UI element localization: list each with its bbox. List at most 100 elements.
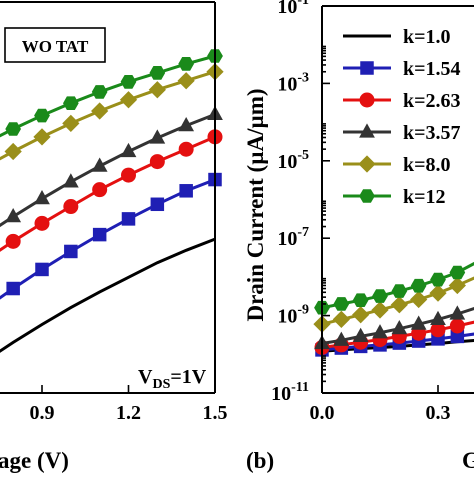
left-point-k-1-54 <box>35 262 49 277</box>
right-x-tick-label: 0.0 <box>310 402 335 424</box>
right-line-k-1-54 <box>321 332 474 352</box>
left-point-k-8-0 <box>4 142 22 161</box>
left-line-k-3-57 <box>0 113 216 228</box>
right-y-axis-label: Drain Current (µA/µm) <box>243 88 268 321</box>
left-point-k-2-63 <box>149 154 165 170</box>
right-point-k-8-0 <box>332 310 350 328</box>
vds-annotation: VDS=1V <box>138 366 207 392</box>
left-line-k-8-0 <box>0 70 216 161</box>
legend: k=1.0 k=1.54 k=2.63 k=3.57 k=8.0 k=12 <box>343 26 461 208</box>
left-point-k-1-54 <box>92 227 107 242</box>
right-point-k-12 <box>372 289 388 303</box>
left-x-tick-label: 0.9 <box>30 402 55 424</box>
right-y-tick-label: 10-3 <box>277 70 309 95</box>
left-point-k-8-0 <box>62 114 80 133</box>
wo-tat-box <box>4 27 106 63</box>
right-line-k-8-0 <box>321 276 474 326</box>
right-point-k-3-57 <box>410 315 427 330</box>
left-x-tick-label: 1.5 <box>203 402 228 424</box>
right-point-k-8-0 <box>352 306 370 324</box>
legend-label-k-1-0: k=1.0 <box>403 26 451 48</box>
left-point-k-8-0 <box>119 91 138 109</box>
right-point-k-2-63 <box>449 318 465 334</box>
left-point-k-3-57 <box>91 157 108 172</box>
right-point-k-12 <box>449 265 466 280</box>
left-point-k-12 <box>120 75 137 89</box>
left-x-tick-label: 1.2 <box>116 402 141 424</box>
left-series-group <box>0 49 224 353</box>
right-point-k-3-57 <box>391 320 408 335</box>
right-point-k-3-57 <box>372 324 388 339</box>
right-line-k-3-57 <box>321 306 474 345</box>
left-point-k-3-57 <box>34 190 50 205</box>
right-point-k-12 <box>333 297 350 311</box>
left-point-k-12 <box>5 122 21 136</box>
right-x-axis-label-fragment: G <box>462 448 474 473</box>
left-point-k-12 <box>34 108 50 123</box>
left-point-k-3-57 <box>178 117 195 132</box>
left-point-k-12 <box>149 66 166 80</box>
left-point-k-2-63 <box>34 215 50 231</box>
right-point-k-8-0 <box>429 284 447 302</box>
left-line-k-12 <box>0 54 216 138</box>
vds-tail: =1V <box>170 366 206 388</box>
vds-main: V <box>138 366 153 388</box>
panel-b-tag: (b) <box>246 448 274 473</box>
right-point-k-12 <box>391 284 408 298</box>
legend-marker-k-3-57 <box>359 123 375 138</box>
right-point-k-12 <box>352 293 369 307</box>
right-y-tick-label: 10-7 <box>277 225 309 250</box>
legend-marker-k-1-54 <box>360 61 374 75</box>
right-point-k-8-0 <box>390 296 408 314</box>
left-point-k-8-0 <box>33 128 51 146</box>
left-point-k-1-54 <box>150 197 165 212</box>
right-point-k-3-57 <box>333 331 350 346</box>
right-point-k-3-57 <box>449 305 466 320</box>
right-point-k-2-63 <box>430 322 446 338</box>
left-point-k-3-57 <box>149 129 166 144</box>
right-x-tick-label: 0.3 <box>426 402 451 424</box>
left-point-k-12 <box>91 85 108 99</box>
right-point-k-12 <box>410 278 427 293</box>
legend-marker-k-2-63 <box>359 92 375 108</box>
left-point-k-2-63 <box>5 233 21 249</box>
left-point-k-8-0 <box>148 81 166 99</box>
legend-label-k-3-57: k=3.57 <box>403 122 461 144</box>
left-point-k-2-63 <box>63 199 79 215</box>
vds-subscript: DS <box>152 377 170 392</box>
left-point-k-1-54 <box>121 212 136 226</box>
right-y-tick-label: 10-11 <box>271 380 309 405</box>
legend-marker-k-8-0 <box>358 155 376 173</box>
left-point-k-8-0 <box>177 72 195 90</box>
left-point-k-1-54 <box>64 244 78 259</box>
wo-tat-label: WO TAT <box>22 37 89 56</box>
legend-label-k-1-54: k=1.54 <box>403 58 461 80</box>
legend-label-k-12: k=12 <box>403 186 446 208</box>
left-point-k-2-63 <box>121 167 136 183</box>
left-point-k-2-63 <box>178 141 194 157</box>
right-series-group <box>313 261 474 357</box>
left-panel: 0.9 1.2 1.5 WO TAT VDS=1V age (V) <box>0 1 228 473</box>
right-line-k-1-0 <box>321 339 474 353</box>
right-y-tick-label: 10-5 <box>277 148 309 173</box>
right-point-k-3-57 <box>430 310 446 325</box>
left-point-k-3-57 <box>120 142 137 158</box>
left-point-k-3-57 <box>5 208 22 223</box>
left-x-ticks: 0.9 1.2 1.5 <box>30 385 228 424</box>
left-line-k-1-0 <box>0 237 216 353</box>
right-y-tick-label: 10-1 <box>277 0 309 18</box>
right-point-k-8-0 <box>371 301 389 319</box>
right-point-k-12 <box>430 272 446 287</box>
right-y-tick-label: 10-9 <box>277 303 309 328</box>
legend-label-k-8-0: k=8.0 <box>403 154 451 176</box>
right-y-ticks: 10-11 10-9 10-7 10-5 10-3 10-1 <box>271 0 330 405</box>
left-point-k-2-63 <box>92 182 108 198</box>
left-point-k-12 <box>178 57 194 71</box>
left-x-axis-label: age (V) <box>0 448 69 473</box>
legend-marker-k-12 <box>359 189 375 203</box>
right-panel: 10-11 10-9 10-7 10-5 10-3 10-1 0.0 0.3 k=1.0 k=… <box>243 0 474 473</box>
left-point-k-3-57 <box>62 173 79 188</box>
left-line-k-1-54 <box>0 178 216 300</box>
right-x-ticks: 0.0 0.3 <box>310 385 451 424</box>
